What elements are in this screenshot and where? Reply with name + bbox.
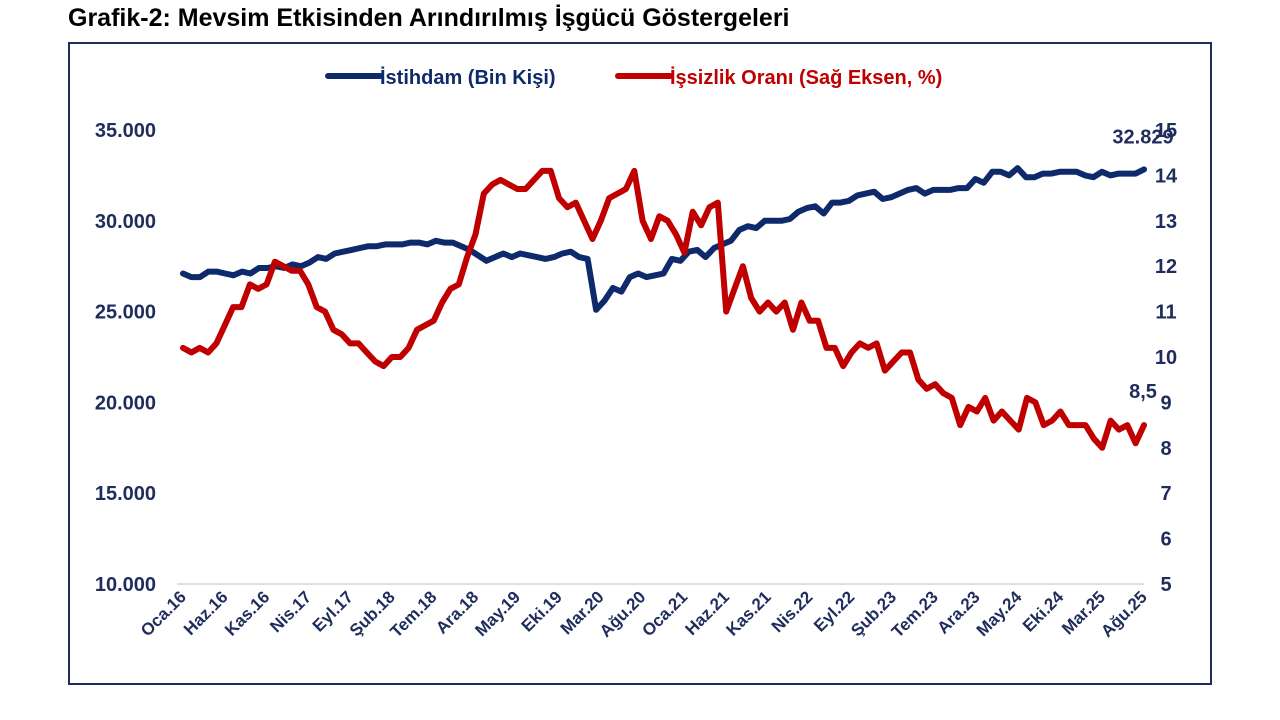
x-tick-label: May.24 [973, 587, 1026, 640]
x-tick-label: Ağu.25 [1097, 587, 1151, 641]
x-tick-label: Oca.21 [638, 587, 691, 640]
y-right-tick-label: 8 [1160, 438, 1171, 460]
series-line-employment [180, 165, 1147, 313]
y-right-tick-label: 13 [1155, 211, 1177, 233]
y-right-tick-label: 12 [1155, 256, 1177, 278]
legend-label-employment: İstihdam (Bin Kişi) [380, 66, 556, 89]
y-left-tick-label: 10.000 [95, 574, 156, 596]
x-tick-label: Eki.19 [518, 587, 566, 635]
x-tick-label: Kas.21 [723, 587, 775, 639]
y-left-tick-label: 15.000 [95, 483, 156, 505]
y-right-tick-label: 9 [1160, 392, 1171, 414]
x-tick-label: Nis.22 [768, 587, 817, 636]
y-right-tick-label: 5 [1160, 574, 1171, 596]
x-tick-label: Kas.16 [221, 587, 273, 639]
chart-legend: İstihdam (Bin Kişi) İşsizlik Oranı (Sağ … [325, 66, 942, 89]
x-tick-label: Ağu.20 [596, 587, 650, 641]
x-tick-label: Tem.23 [888, 587, 942, 641]
x-tick-label: Haz.21 [681, 587, 733, 639]
x-tick-label: Nis.17 [266, 587, 315, 636]
y-right-tick-label: 11 [1155, 302, 1176, 324]
y-right-tick-label: 14 [1155, 165, 1178, 187]
x-tick-label: Tem.18 [387, 587, 441, 641]
y-right-tick-label: 7 [1160, 483, 1171, 505]
y-left-tick-label: 25.000 [95, 302, 156, 324]
y-right-tick-label: 15 [1155, 120, 1177, 142]
page-title: Grafik-2: Mevsim Etkisinden Arındırılmış… [68, 4, 790, 32]
x-tick-label: May.19 [471, 587, 524, 640]
data-label-employment-last: 32.829 [1112, 126, 1173, 148]
y-right-tick-label: 6 [1160, 529, 1171, 551]
series-line-unemployment [180, 167, 1147, 451]
y-left-tick-label: 30.000 [95, 211, 156, 233]
x-tick-label: Haz.16 [180, 587, 232, 639]
data-label-unemployment-last: 8,5 [1129, 381, 1157, 403]
y-right-tick-label: 10 [1155, 347, 1177, 369]
chart-frame [68, 42, 1212, 685]
y-left-tick-label: 35.000 [95, 120, 156, 142]
legend-label-unemployment: İşsizlik Oranı (Sağ Eksen, %) [670, 66, 942, 89]
y-left-tick-label: 20.000 [95, 392, 156, 414]
